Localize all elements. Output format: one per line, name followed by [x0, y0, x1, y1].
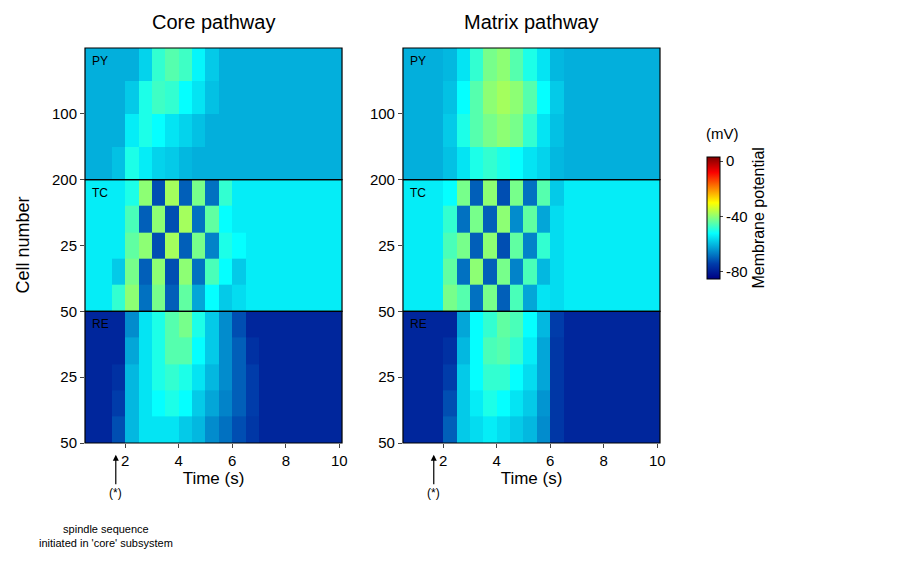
svg-text:25: 25 [378, 368, 395, 385]
svg-text:100: 100 [52, 105, 77, 122]
svg-text:RE: RE [92, 317, 109, 331]
svg-text:(*): (*) [109, 486, 122, 500]
svg-text:Core pathway: Core pathway [152, 11, 275, 33]
svg-text:50: 50 [60, 303, 77, 320]
svg-text:6: 6 [546, 452, 554, 469]
svg-text:PY: PY [92, 54, 108, 68]
svg-text:2: 2 [439, 452, 447, 469]
svg-text:(*): (*) [427, 486, 440, 500]
svg-text:(mV): (mV) [706, 125, 739, 142]
svg-text:8: 8 [600, 452, 608, 469]
svg-text:25: 25 [60, 368, 77, 385]
svg-text:Time (s): Time (s) [183, 469, 245, 488]
svg-text:-40: -40 [726, 208, 748, 225]
svg-text:6: 6 [228, 452, 236, 469]
svg-text:10: 10 [331, 452, 348, 469]
svg-text:10: 10 [649, 452, 666, 469]
svg-text:Cell number: Cell number [13, 196, 33, 293]
svg-text:50: 50 [60, 434, 77, 451]
svg-text:Time (s): Time (s) [501, 469, 563, 488]
svg-text:4: 4 [493, 452, 501, 469]
svg-text:2: 2 [121, 452, 129, 469]
svg-text:TC: TC [410, 186, 426, 200]
svg-text:25: 25 [60, 237, 77, 254]
svg-text:PY: PY [410, 54, 426, 68]
svg-text:4: 4 [175, 452, 183, 469]
svg-text:100: 100 [370, 105, 395, 122]
svg-text:8: 8 [282, 452, 290, 469]
svg-text:spindle sequenceinitiated in ': spindle sequenceinitiated in 'core' subs… [39, 523, 173, 549]
svg-text:0: 0 [726, 152, 734, 169]
svg-text:RE: RE [410, 317, 427, 331]
svg-text:25: 25 [378, 237, 395, 254]
svg-text:50: 50 [378, 303, 395, 320]
svg-text:-80: -80 [726, 263, 748, 280]
svg-text:200: 200 [370, 171, 395, 188]
svg-text:Membrane potential: Membrane potential [750, 147, 767, 288]
svg-text:50: 50 [378, 434, 395, 451]
svg-text:Matrix pathway: Matrix pathway [464, 11, 599, 33]
svg-text:200: 200 [52, 171, 77, 188]
svg-text:TC: TC [92, 186, 108, 200]
